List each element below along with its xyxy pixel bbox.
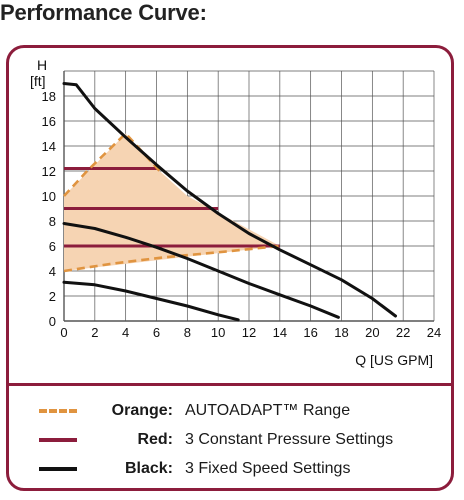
x-tick-label: 6	[153, 325, 160, 340]
black-fixed-speed-curve	[62, 222, 340, 319]
x-tick-label: 10	[211, 325, 225, 340]
y-tick-label: 6	[49, 239, 56, 254]
x-tick-label: 12	[242, 325, 256, 340]
orange-lower-dashed-line	[63, 244, 280, 273]
y-tick-label: 18	[42, 89, 56, 104]
y-tick-label: 8	[49, 214, 56, 229]
legend-orange-key: Orange:	[111, 402, 173, 419]
grid	[63, 70, 435, 322]
y-tick-label: 14	[42, 139, 56, 154]
legend-black-swatch	[39, 467, 77, 471]
red-lines	[64, 167, 280, 248]
black-fixed-speed-curve	[62, 280, 240, 322]
x-tick-label: 18	[334, 325, 348, 340]
x-tick-label: 4	[122, 325, 129, 340]
legend-orange-desc: AUTOADAPT™ Range	[185, 402, 351, 419]
legend-orange: Orange: AUTOADAPT™ Range	[39, 400, 350, 422]
legend-black-key: Black:	[124, 460, 173, 477]
y-axis-label-h: H	[37, 57, 47, 73]
legend-divider	[9, 383, 451, 386]
legend-black: Black: 3 Fixed Speed Settings	[39, 458, 350, 480]
x-tick-label: 14	[273, 325, 287, 340]
legend-red-key: Red:	[137, 431, 173, 448]
y-axis-label-unit: [ft]	[30, 73, 46, 89]
y-tick-label: 12	[42, 164, 56, 179]
black-curves	[62, 82, 397, 322]
legend-red-desc: 3 Constant Pressure Settings	[185, 431, 394, 448]
y-tick-label: 10	[42, 189, 56, 204]
black-fixed-speed-curve	[62, 82, 397, 318]
x-tick-label: 24	[427, 325, 441, 340]
y-tick-label: 4	[49, 264, 56, 279]
x-tick-label: 0	[60, 325, 67, 340]
x-tick-label: 16	[303, 325, 317, 340]
legend-red: Red: 3 Constant Pressure Settings	[39, 429, 393, 451]
chart-frame: 0 2 4 6 8 10 12 14 16 18 20 22 24 0 2 4 6 8 10 12 14 16 18 H […	[6, 45, 454, 491]
legend-black-desc: 3 Fixed Speed Settings	[185, 460, 351, 477]
x-tick-label: 8	[184, 325, 191, 340]
page-heading: Performance Curve:	[0, 0, 207, 25]
y-tick-label: 16	[42, 114, 56, 129]
y-tick-label: 2	[49, 289, 56, 304]
legend-orange-swatch	[39, 409, 77, 413]
x-tick-label: 22	[396, 325, 410, 340]
y-tick-label: 0	[49, 314, 56, 329]
legend-red-swatch	[39, 438, 77, 442]
x-tick-label: 2	[91, 325, 98, 340]
x-tick-label: 20	[365, 325, 379, 340]
x-axis-label: Q [US GPM]	[355, 352, 433, 368]
